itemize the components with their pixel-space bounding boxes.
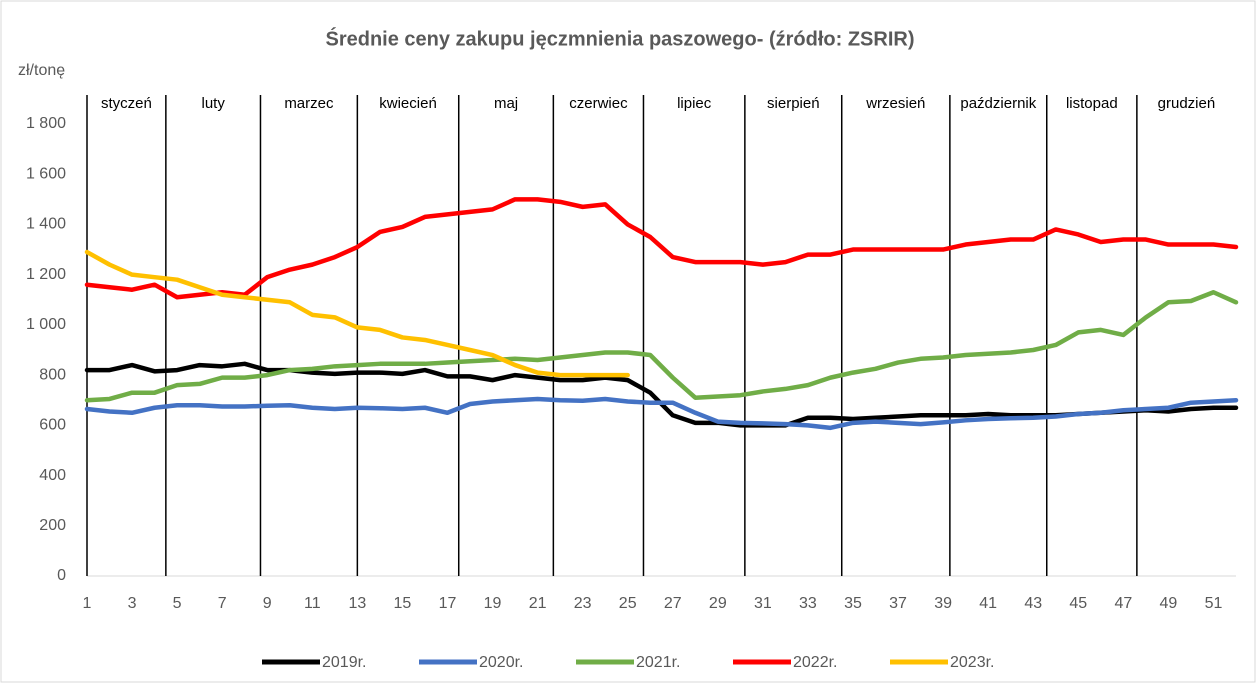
x-tick-label: 7: [218, 595, 227, 612]
y-axis-label: zł/tonę: [18, 62, 65, 79]
x-tick-label: 47: [1114, 595, 1132, 612]
month-label: styczeń: [101, 95, 152, 112]
month-label: sierpień: [767, 95, 820, 112]
x-tick-label: 1: [83, 595, 92, 612]
x-tick-label: 17: [439, 595, 457, 612]
month-label: październik: [960, 95, 1036, 112]
x-tick-label: 41: [979, 595, 997, 612]
legend-label: 2020r.: [479, 654, 523, 671]
x-tick-label: 35: [844, 595, 862, 612]
series-line: [84, 289, 1239, 403]
x-tick-label: 9: [263, 595, 272, 612]
x-tick-label: 25: [619, 595, 637, 612]
y-tick-label: 400: [39, 467, 66, 484]
x-tick-label: 33: [799, 595, 817, 612]
y-tick-label: 1 800: [26, 115, 66, 132]
x-tick-label: 11: [304, 595, 321, 612]
y-tick-label: 200: [39, 517, 66, 534]
x-tick-label: 3: [128, 595, 137, 612]
legend-label: 2021r.: [636, 654, 680, 671]
month-label: grudzień: [1158, 95, 1216, 112]
x-tick-label: 13: [348, 595, 366, 612]
x-tick-label: 5: [173, 595, 182, 612]
y-tick-label: 1 600: [26, 165, 66, 182]
month-label: luty: [201, 95, 225, 112]
x-tick-label: 21: [529, 595, 547, 612]
x-tick-label: 27: [664, 595, 682, 612]
x-tick-label: 23: [574, 595, 592, 612]
x-tick-label: 45: [1069, 595, 1087, 612]
month-label: wrzesień: [865, 95, 925, 112]
series-line: [84, 249, 630, 378]
y-tick-label: 1 200: [26, 266, 66, 283]
series-line: [84, 197, 1239, 300]
month-label: czerwiec: [569, 95, 628, 112]
x-tick-label: 15: [394, 595, 412, 612]
y-tick-label: 1 000: [26, 316, 66, 333]
month-label: maj: [494, 95, 518, 112]
legend-label: 2022r.: [793, 654, 837, 671]
y-tick-label: 800: [39, 366, 66, 383]
month-label: marzec: [284, 95, 334, 112]
chart-title: Średnie ceny zakupu jęczmnienia paszoweg…: [326, 26, 915, 50]
x-tick-label: 43: [1024, 595, 1042, 612]
legend-label: 2019r.: [322, 654, 366, 671]
x-tick-label: 29: [709, 595, 727, 612]
legend-label: 2023r.: [950, 654, 994, 671]
month-label: listopad: [1066, 95, 1118, 112]
x-tick-label: 31: [754, 595, 772, 612]
x-tick-label: 39: [934, 595, 952, 612]
x-tick-label: 51: [1205, 595, 1223, 612]
x-tick-label: 49: [1160, 595, 1178, 612]
month-label: kwiecień: [379, 95, 437, 112]
series-line: [84, 396, 1239, 431]
x-tick-label: 19: [484, 595, 502, 612]
y-tick-label: 0: [57, 567, 66, 584]
x-tick-label: 37: [889, 595, 907, 612]
y-tick-label: 600: [39, 417, 66, 434]
y-tick-label: 1 400: [26, 216, 66, 233]
month-label: lipiec: [677, 95, 712, 112]
